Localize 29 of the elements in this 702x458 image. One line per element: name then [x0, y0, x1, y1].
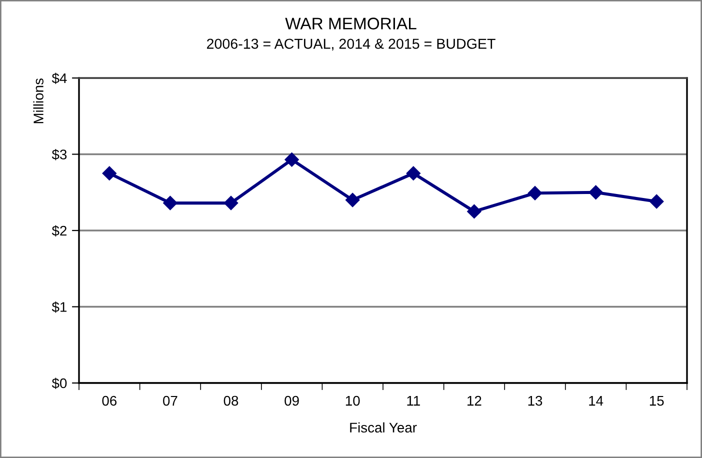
x-tick-label: 12 [468, 396, 482, 406]
x-tick-label: 08 [224, 396, 238, 406]
x-tick-label: 07 [163, 396, 178, 406]
point [650, 194, 664, 209]
point [102, 166, 116, 180]
y-tick-label: $4 [52, 72, 67, 84]
x-tick-label: 14 [589, 396, 604, 406]
y-tick-label: $3 [52, 149, 67, 160]
x-tick-label: 11 [407, 396, 420, 406]
y-tick-label: $1 [52, 302, 67, 313]
point [528, 186, 542, 200]
point [224, 196, 238, 210]
x-tick-label: 15 [650, 396, 664, 406]
point [284, 152, 299, 167]
y-tick-label: $2 [52, 225, 66, 236]
y-axis-title: Millions [33, 78, 44, 124]
x-tick-label: 10 [346, 396, 360, 406]
point [163, 196, 178, 210]
x-tick-label: 09 [284, 396, 299, 406]
y-tick-label: $0 [52, 378, 67, 389]
point [406, 166, 420, 180]
x-tick-label: 06 [102, 396, 117, 406]
x-tick-label: 13 [528, 396, 542, 406]
point [346, 192, 360, 208]
point [467, 204, 482, 219]
chart-title: WAR MEMORIAL [285, 18, 416, 30]
x-axis-title: Fiscal Year [350, 422, 417, 433]
chart-subtitle: 2006-13 = ACTUAL, 2014 & 2015 = BUDGET [206, 38, 496, 51]
point [588, 185, 603, 200]
